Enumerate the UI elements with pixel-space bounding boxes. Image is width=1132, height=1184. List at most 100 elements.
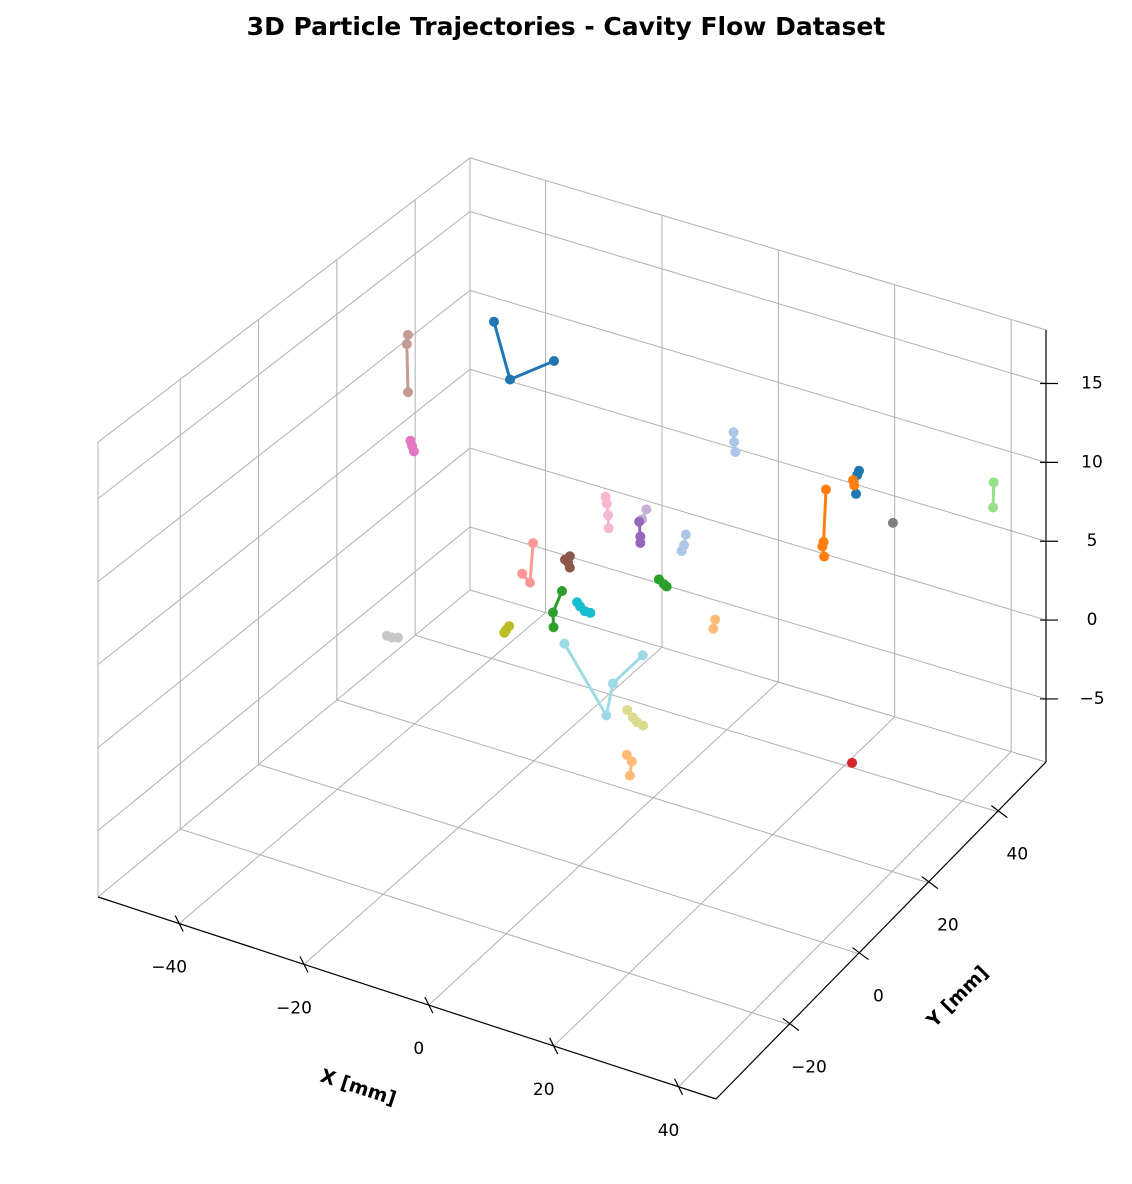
grid-line xyxy=(336,699,929,884)
particle-point xyxy=(728,427,739,438)
particle-point xyxy=(988,477,999,488)
particle-point xyxy=(499,627,510,638)
particle-point xyxy=(548,622,559,633)
particle-point xyxy=(729,437,740,448)
particle-point xyxy=(849,480,860,491)
particle-point xyxy=(661,581,672,592)
chart-title: 3D Particle Trajectories - Cavity Flow D… xyxy=(247,12,886,41)
particle-point xyxy=(622,704,633,715)
particle-point xyxy=(392,632,403,643)
grid-line xyxy=(258,764,859,955)
particle-point xyxy=(847,757,858,768)
grid-line xyxy=(428,681,779,1006)
particle-point xyxy=(851,488,862,499)
particle-point xyxy=(710,614,721,625)
x-tick-label: −40 xyxy=(151,958,187,978)
y-axis xyxy=(715,761,1047,1100)
particle-point xyxy=(585,607,596,618)
particle-point xyxy=(635,537,646,548)
grid-line xyxy=(180,828,790,1025)
particle-point xyxy=(817,541,828,552)
particle-point xyxy=(601,710,612,721)
grid-line xyxy=(97,211,471,499)
y-tick xyxy=(782,1018,800,1031)
pane-edge xyxy=(469,157,1047,331)
y-axis-label: Y [mm] xyxy=(922,962,993,1033)
z-tick-label: 5 xyxy=(1087,531,1098,551)
grid-line xyxy=(97,289,471,582)
particle-point xyxy=(564,562,575,573)
particle-point xyxy=(820,484,831,495)
grid-line xyxy=(469,368,1047,542)
x-tick xyxy=(549,1037,559,1055)
grid-line xyxy=(469,289,1047,463)
particle-point xyxy=(547,607,558,618)
x-tick xyxy=(299,956,309,973)
particle-point xyxy=(408,446,419,457)
trajectory xyxy=(563,642,644,717)
x-axis xyxy=(97,896,717,1100)
z-tick-label: −5 xyxy=(1079,689,1104,709)
y-tick xyxy=(991,805,1008,819)
particle-point xyxy=(402,387,413,398)
grid-line xyxy=(303,646,663,965)
particle-point xyxy=(505,374,516,385)
grid-line xyxy=(469,211,1047,384)
particle-point xyxy=(730,447,741,458)
particle-point xyxy=(819,551,830,562)
x-axis-label: X [mm] xyxy=(318,1065,399,1110)
grid-line xyxy=(97,368,471,665)
particle-point xyxy=(641,504,652,515)
particle-point xyxy=(634,516,645,527)
particle-point xyxy=(607,678,618,689)
particle-point xyxy=(528,538,539,549)
particle-point xyxy=(401,339,412,350)
grid-line xyxy=(415,634,998,813)
pane-edge xyxy=(469,589,1047,763)
particle-point xyxy=(603,510,614,521)
y-tick-label: 20 xyxy=(937,916,959,936)
z-tick-label: 10 xyxy=(1081,452,1103,472)
x-tick xyxy=(674,1078,684,1096)
y-tick-label: −20 xyxy=(791,1058,827,1078)
particle-point xyxy=(525,577,536,588)
x-tick xyxy=(424,996,434,1014)
grid-line xyxy=(97,447,471,748)
grid-line xyxy=(553,716,896,1047)
y-tick-label: 40 xyxy=(1007,845,1029,865)
x-tick xyxy=(174,915,184,932)
particle-point xyxy=(488,316,499,327)
y-tick xyxy=(852,947,869,961)
particle-point xyxy=(601,498,612,509)
x-tick-label: 40 xyxy=(658,1121,680,1141)
particle-point xyxy=(676,545,687,556)
trajectory xyxy=(492,321,555,382)
particle-point xyxy=(517,568,528,579)
particle-point xyxy=(708,623,719,634)
particle-point xyxy=(626,756,637,767)
grid-line xyxy=(97,526,471,831)
particle-point xyxy=(638,720,649,731)
y-tick-label: 0 xyxy=(873,987,884,1007)
x-tick-label: 20 xyxy=(533,1080,555,1100)
particle-point xyxy=(549,355,560,366)
particle-point xyxy=(680,529,691,540)
particle-point xyxy=(637,650,648,661)
grid-line xyxy=(678,751,1012,1088)
particle-point xyxy=(887,517,898,528)
z-tick-label: 15 xyxy=(1081,374,1103,394)
particle-point xyxy=(624,770,635,781)
particle-point xyxy=(556,586,567,597)
particle-point xyxy=(603,523,614,534)
y-tick xyxy=(921,876,939,890)
pane-edge xyxy=(97,157,471,443)
z-tick-label: 0 xyxy=(1087,610,1098,630)
grid-line xyxy=(178,612,546,924)
particle-point xyxy=(402,329,413,340)
pane-edge xyxy=(97,589,471,898)
particle-point xyxy=(988,502,999,513)
particle-point xyxy=(559,638,570,649)
x-tick-label: −20 xyxy=(276,998,312,1018)
x-tick-label: 0 xyxy=(413,1039,424,1059)
